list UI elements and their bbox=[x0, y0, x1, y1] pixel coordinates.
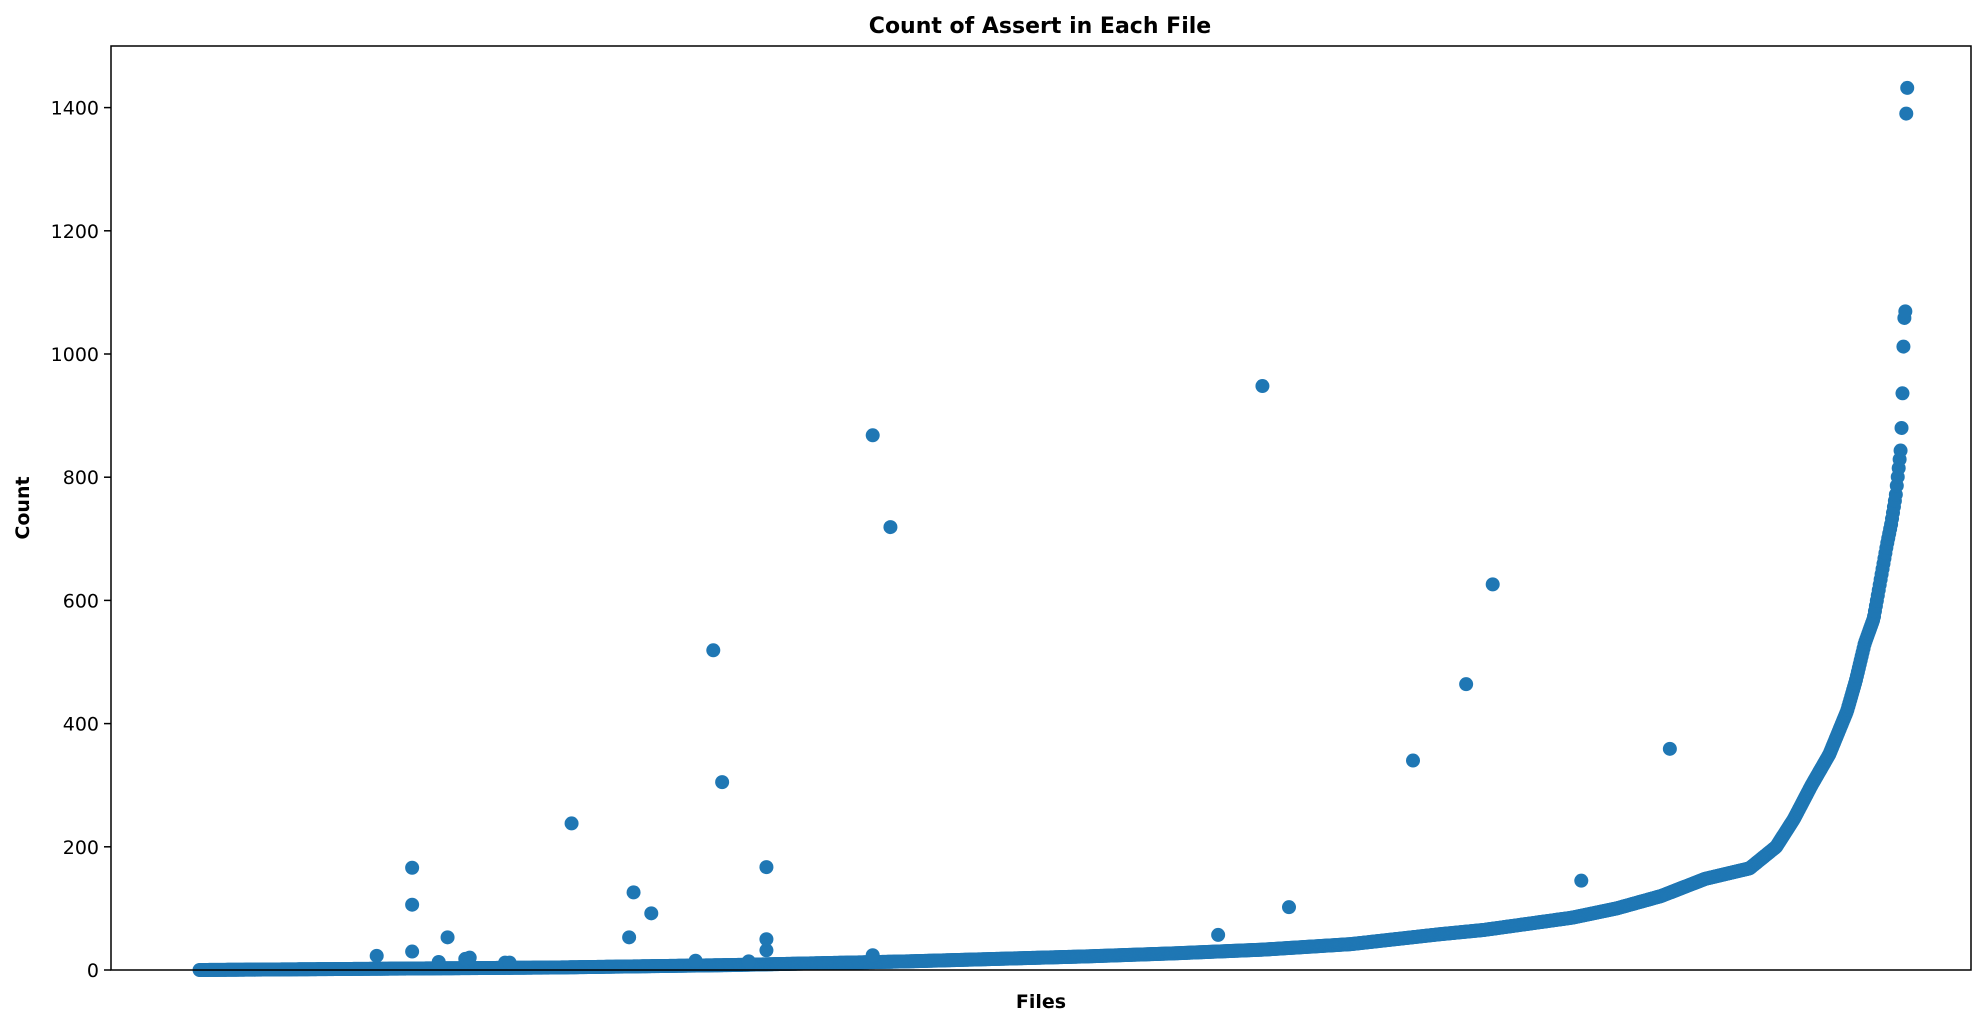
data-point bbox=[462, 950, 477, 965]
y-axis: 0 200 400 600 800 1000 1200 1400 bbox=[51, 98, 111, 982]
data-point bbox=[1899, 106, 1914, 121]
data-point bbox=[1895, 386, 1910, 401]
data-point bbox=[431, 954, 446, 969]
data-point bbox=[405, 944, 420, 959]
data-point bbox=[759, 932, 774, 947]
data-point bbox=[1662, 741, 1677, 756]
data-point bbox=[1900, 80, 1915, 95]
x-axis-label: Files bbox=[1016, 991, 1066, 1013]
y-tick-label: 1000 bbox=[51, 344, 99, 366]
data-point bbox=[883, 520, 898, 535]
data-point bbox=[741, 954, 756, 969]
data-point bbox=[1893, 443, 1908, 458]
data-point bbox=[1211, 927, 1226, 942]
data-point bbox=[1406, 753, 1420, 768]
data-point bbox=[1898, 304, 1913, 319]
y-tick-label: 800 bbox=[63, 467, 99, 489]
data-point bbox=[688, 953, 703, 968]
y-tick-label: 600 bbox=[63, 590, 99, 612]
data-point bbox=[1255, 379, 1270, 394]
chart-title: Count of Assert in Each File bbox=[869, 14, 1211, 39]
data-point bbox=[865, 948, 880, 963]
y-tick-label: 1200 bbox=[51, 221, 99, 243]
data-point bbox=[1459, 677, 1474, 692]
data-point bbox=[759, 860, 774, 875]
y-tick-label: 400 bbox=[63, 714, 99, 736]
data-point bbox=[369, 948, 384, 963]
data-point bbox=[405, 860, 420, 875]
data-point bbox=[1894, 420, 1909, 435]
data-point bbox=[1485, 577, 1500, 592]
data-point bbox=[502, 955, 517, 970]
data-point bbox=[622, 930, 637, 945]
y-tick-label: 0 bbox=[87, 960, 99, 982]
y-axis-label: Count bbox=[12, 476, 34, 539]
data-point bbox=[1896, 339, 1911, 354]
data-point bbox=[440, 930, 455, 945]
data-point bbox=[715, 775, 730, 790]
data-point bbox=[564, 816, 579, 831]
y-tick-label: 1400 bbox=[51, 98, 99, 120]
data-point bbox=[1282, 900, 1296, 915]
plot-frame bbox=[110, 45, 1972, 971]
data-point bbox=[865, 428, 880, 443]
y-tick-label: 200 bbox=[63, 837, 99, 859]
data-point bbox=[759, 943, 774, 958]
data-point bbox=[1574, 873, 1589, 888]
data-point bbox=[706, 643, 721, 658]
data-points bbox=[192, 80, 1915, 977]
data-point bbox=[644, 906, 659, 921]
data-point bbox=[626, 885, 641, 900]
data-point bbox=[405, 897, 420, 912]
